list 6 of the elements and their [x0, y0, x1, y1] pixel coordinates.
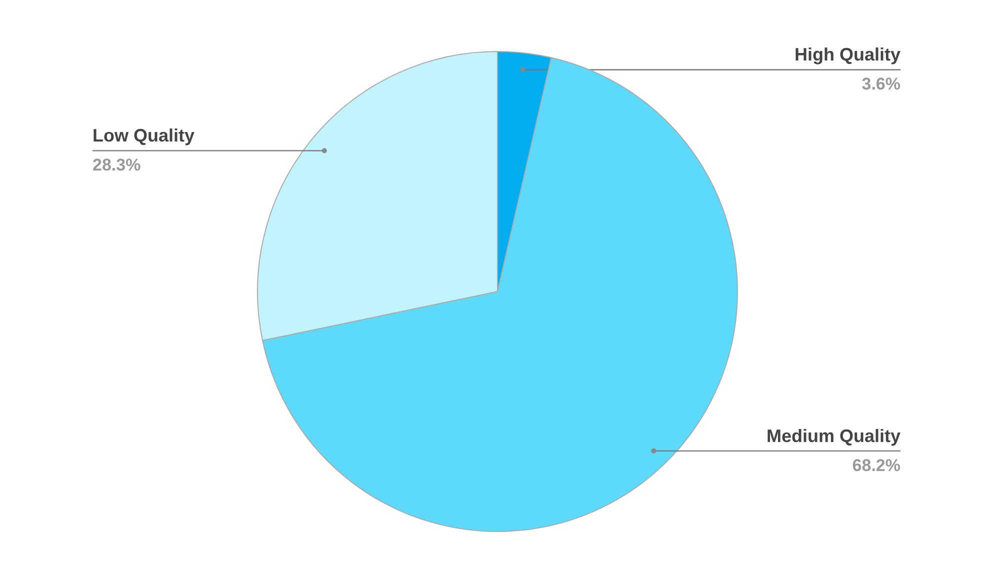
slice-label: Medium Quality [766, 426, 900, 446]
slice-label: Low Quality [92, 126, 195, 146]
data-label: 68.2% [852, 456, 900, 475]
data-label: 3.6% [862, 74, 900, 94]
slice-label: High Quality [794, 44, 901, 65]
data-label: 28.3% [92, 156, 141, 175]
